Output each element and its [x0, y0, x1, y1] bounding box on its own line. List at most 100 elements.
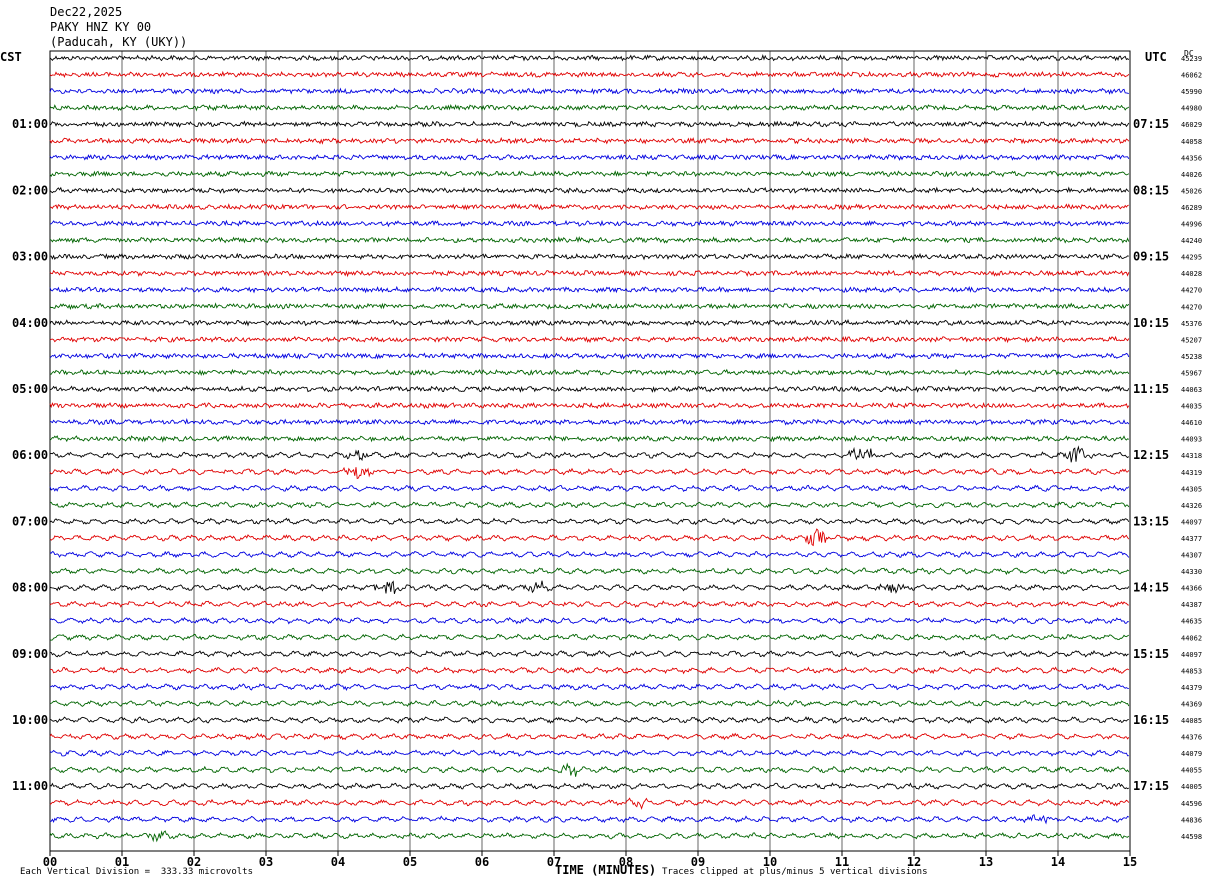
plot-frame: [49, 50, 1131, 852]
right-hour-label: 10:15: [1133, 316, 1169, 330]
dc-value: 44319: [1181, 469, 1202, 477]
x-tick-label: 05: [403, 855, 417, 869]
trace-13: [49, 269, 1130, 278]
x-tick-label: 10: [763, 855, 777, 869]
dc-value: 44062: [1181, 634, 1202, 642]
trace-4: [49, 120, 1130, 128]
left-hour-label: 10:00: [12, 713, 48, 727]
trace-37: [49, 666, 1130, 675]
left-hour-label: 03:00: [12, 250, 48, 264]
right-hour-label: 11:15: [1133, 382, 1169, 396]
trace-14: [49, 285, 1130, 294]
dc-value: 44270: [1181, 287, 1202, 295]
trace-26: [49, 484, 1130, 493]
trace-24: [49, 445, 1130, 463]
left-hour-label: 05:00: [12, 382, 48, 396]
x-tick-label: 11: [835, 855, 849, 869]
trace-43: [49, 762, 1130, 777]
x-tick-label: 07: [547, 855, 561, 869]
dc-value: 46289: [1181, 204, 1202, 212]
trace-22: [49, 418, 1130, 426]
trace-38: [49, 682, 1129, 691]
dc-value: 44026: [1181, 171, 1202, 179]
x-tick-label: 08: [619, 855, 633, 869]
trace-8: [49, 186, 1130, 194]
trace-45: [49, 797, 1130, 810]
trace-0: [49, 53, 1130, 62]
trace-42: [49, 749, 1129, 757]
trace-44: [49, 782, 1130, 790]
trace-34: [49, 616, 1129, 625]
dc-value: 44330: [1181, 568, 1202, 576]
dc-value: 45238: [1181, 353, 1202, 361]
header-location: (Paducah, KY (UKY)): [50, 35, 188, 49]
dc-value: 44635: [1181, 618, 1202, 626]
trace-3: [49, 104, 1130, 112]
dc-value: 44270: [1181, 303, 1202, 311]
dc-value: 46062: [1181, 72, 1202, 80]
dc-label: DC: [1184, 49, 1194, 58]
dc-value: 45967: [1181, 369, 1202, 377]
trace-29: [49, 528, 1130, 547]
left-hour-label: 02:00: [12, 183, 48, 197]
trace-9: [49, 203, 1129, 211]
x-axis-label: TIME (MINUTES): [555, 863, 657, 877]
trace-20: [49, 385, 1130, 393]
dc-value: 44005: [1181, 783, 1202, 791]
dc-value: 45376: [1181, 320, 1202, 328]
trace-11: [49, 236, 1130, 244]
trace-36: [49, 650, 1129, 658]
trace-28: [49, 517, 1130, 526]
dc-value: 44387: [1181, 601, 1202, 609]
dc-value: 44376: [1181, 734, 1202, 742]
x-tick-label: 01: [115, 855, 129, 869]
right-hour-label: 12:15: [1133, 448, 1169, 462]
x-tick-label: 03: [259, 855, 273, 869]
x-tick-label: 15: [1123, 855, 1137, 869]
trace-10: [49, 219, 1130, 228]
trace-1: [49, 70, 1130, 79]
trace-33: [49, 600, 1129, 608]
left-hour-label: 11:00: [12, 779, 48, 793]
left-timezone-label: CST: [0, 50, 22, 64]
trace-40: [49, 716, 1129, 724]
dc-value: 44836: [1181, 816, 1202, 824]
dc-value: 44058: [1181, 138, 1202, 146]
dc-value: 44063: [1181, 386, 1202, 394]
dc-value: 46029: [1181, 121, 1202, 129]
x-tick-label: 06: [475, 855, 489, 869]
trace-18: [49, 352, 1130, 360]
right-hour-label: 14:15: [1133, 581, 1169, 595]
dc-value: 44055: [1181, 767, 1202, 775]
right-hour-label: 16:15: [1133, 713, 1169, 727]
dc-value: 44097: [1181, 518, 1202, 526]
dc-value: 44356: [1181, 154, 1202, 162]
trace-15: [49, 302, 1130, 311]
left-hour-label: 08:00: [12, 581, 48, 595]
left-hour-label: 04:00: [12, 316, 48, 330]
right-hour-label: 07:15: [1133, 117, 1169, 131]
scale-note: Each Vertical Division = 333.33 microvol…: [20, 867, 253, 877]
x-tick-label: 13: [979, 855, 993, 869]
dc-value: 44366: [1181, 585, 1202, 593]
dc-value: 44980: [1181, 105, 1202, 113]
trace-46: [49, 814, 1130, 825]
trace-27: [49, 501, 1130, 509]
dc-value: 44307: [1181, 552, 1202, 560]
right-timezone-label: UTC: [1145, 50, 1167, 64]
dc-value: 44093: [1181, 436, 1202, 444]
trace-39: [49, 699, 1130, 708]
right-hour-label: 17:15: [1133, 779, 1169, 793]
x-tick-label: 09: [691, 855, 705, 869]
header-date: Dec22,2025: [50, 5, 123, 19]
dc-value: 44097: [1181, 651, 1202, 659]
clip-note: Traces clipped at plus/minus 5 vertical …: [662, 867, 928, 877]
dc-value: 44305: [1181, 485, 1202, 493]
dc-value: 44028: [1181, 270, 1202, 278]
trace-25: [49, 466, 1130, 480]
dc-value: 44240: [1181, 237, 1202, 245]
trace-23: [49, 434, 1129, 443]
dc-value: 44318: [1181, 452, 1202, 460]
dc-value: 44598: [1181, 833, 1202, 841]
